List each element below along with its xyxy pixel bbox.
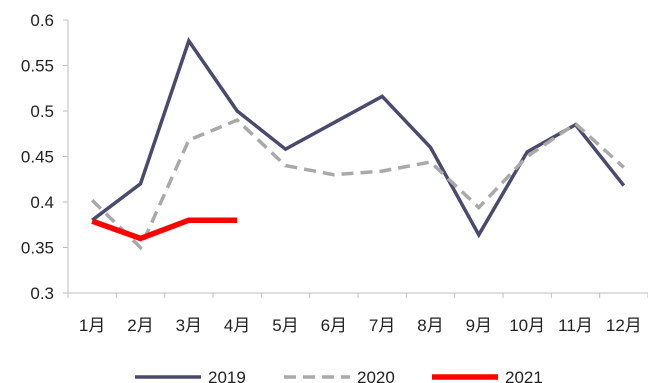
x-tick-label: 7月 [369, 316, 395, 335]
series-layer [90, 37, 626, 251]
y-tick-label: 0.6 [30, 11, 54, 30]
y-tick-label: 0.35 [21, 239, 54, 258]
x-tick-label: 6月 [321, 316, 347, 335]
x-tick-label: 3月 [176, 316, 202, 335]
series-line-2021 [91, 217, 238, 242]
y-tick-label: 0.5 [30, 102, 54, 121]
x-tick-label: 8月 [417, 316, 443, 335]
legend-label-2019: 2019 [208, 368, 246, 383]
x-tick-label: 10月 [509, 316, 545, 335]
x-tick-label: 12月 [606, 316, 642, 335]
legend-label-2020: 2020 [357, 368, 395, 383]
x-tick-label: 9月 [466, 316, 492, 335]
x-tick-label: 5月 [272, 316, 298, 335]
series-line-2020 [90, 118, 625, 251]
x-tick-label: 4月 [224, 316, 250, 335]
axes: 0.3 0.35 0.4 0.45 0.5 0.55 0.6 1月 2月 3月 4月 5月 6月 7月 8月… [21, 11, 648, 335]
y-tick-label: 0.4 [30, 193, 54, 212]
y-tick-label: 0.3 [30, 284, 54, 303]
y-tick-label: 0.45 [21, 148, 54, 167]
x-tick-label: 1月 [79, 316, 105, 335]
y-tick-label: 0.55 [21, 57, 54, 76]
x-tick-label: 11月 [558, 316, 593, 335]
legend-label-2021: 2021 [505, 368, 543, 383]
x-tick-label: 2月 [127, 316, 153, 335]
legend: 2019 2020 2021 [135, 368, 543, 383]
series-line-2019 [91, 37, 626, 239]
